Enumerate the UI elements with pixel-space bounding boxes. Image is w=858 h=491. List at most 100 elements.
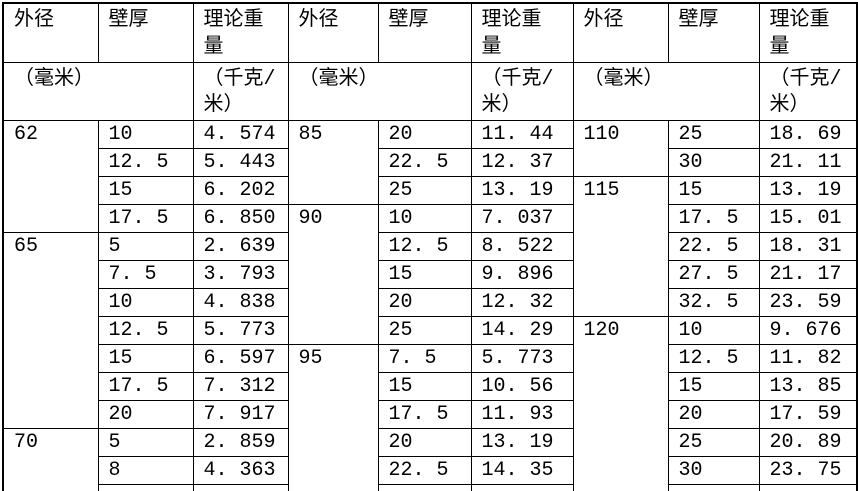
thickness-cell xyxy=(667,484,760,491)
thickness-cell: 25 xyxy=(667,120,760,149)
thickness-cell: 17. 5 xyxy=(97,204,194,233)
header-thickness-2: 壁厚 xyxy=(377,2,472,63)
weight-cell: 23. 59 xyxy=(758,288,858,317)
weight-cell xyxy=(192,484,289,491)
weight-cell: 12. 37 xyxy=(470,148,574,177)
weight-cell: 3. 793 xyxy=(192,260,289,289)
thickness-cell: 20 xyxy=(377,120,472,149)
thickness-cell: 20 xyxy=(667,400,760,429)
table-row: 70 5 2. 859 20 13. 19 25 20. 89 xyxy=(2,428,858,491)
table-row: 8 4. 363 22. 5 14. 35 30 23. 75 xyxy=(3,456,858,485)
thickness-cell: 27. 5 xyxy=(667,260,760,289)
weight-cell: 13. 19 xyxy=(470,428,574,457)
header-weight-3: 理论重 量 xyxy=(758,2,858,63)
weight-cell: 18. 69 xyxy=(758,120,858,149)
weight-cell: 11. 82 xyxy=(758,344,858,373)
unit-mm-2: （毫米） xyxy=(287,62,472,121)
unit-mm-1: （毫米） xyxy=(2,62,194,121)
od-cell: 70 xyxy=(2,428,99,491)
table-row: 10 4. 838 20 12. 32 32. 5 23. 59 xyxy=(3,288,858,317)
weight-cell xyxy=(470,484,574,491)
weight-cell: 7. 037 xyxy=(470,204,574,233)
table-row: 65 5 2. 639 12. 5 8. 522 22. 5 18. 31 xyxy=(2,232,858,429)
weight-cell: 13. 19 xyxy=(470,176,574,205)
thickness-cell: 10 xyxy=(97,288,194,317)
table-row: 17. 5 6. 850 90 10 7. 037 17. 5 15. 01 xyxy=(3,204,858,345)
thickness-cell xyxy=(97,484,194,491)
header-weight-2: 理论重 量 xyxy=(470,2,574,63)
weight-cell: 7. 917 xyxy=(192,400,289,429)
weight-cell: 2. 639 xyxy=(192,232,289,261)
weight-cell: 8. 522 xyxy=(470,232,574,261)
header-row-labels: 外径 壁厚 理论重 量 外径 壁厚 理论重 量 外径 壁厚 理论重 量 xyxy=(2,2,858,63)
weight-cell: 18. 31 xyxy=(758,232,858,261)
weight-cell: 23. 75 xyxy=(758,456,858,485)
weight-cell: 17. 59 xyxy=(758,400,858,429)
thickness-cell: 30 xyxy=(667,456,760,485)
thickness-cell: 20 xyxy=(97,400,194,429)
header-thickness-3: 壁厚 xyxy=(667,2,760,63)
thickness-cell: 22. 5 xyxy=(377,148,472,177)
thickness-cell: 12. 5 xyxy=(667,344,760,373)
thickness-cell: 12. 5 xyxy=(377,232,472,261)
thickness-cell: 20 xyxy=(377,428,472,457)
header-thickness-1: 壁厚 xyxy=(97,2,194,63)
table-row: 15 6. 202 25 13. 19 115 15 13. 19 xyxy=(3,176,858,317)
weight-cell: 6. 850 xyxy=(192,204,289,233)
thickness-cell: 8 xyxy=(97,456,194,485)
thickness-cell: 32. 5 xyxy=(667,288,760,317)
thickness-cell: 12. 5 xyxy=(97,316,194,345)
od-cell: 90 xyxy=(287,204,379,345)
weight-cell: 21. 17 xyxy=(758,260,858,289)
weight-cell: 13. 19 xyxy=(758,176,858,205)
thickness-cell: 22. 5 xyxy=(667,232,760,261)
thickness-cell: 17. 5 xyxy=(667,204,760,233)
header-od-2: 外径 xyxy=(287,2,379,63)
thickness-cell: 17. 5 xyxy=(377,400,472,429)
table-row: 12. 5 5. 773 25 14. 29 120 10 9. 676 xyxy=(3,316,858,491)
od-cell: 110 xyxy=(572,120,669,177)
weight-cell: 9. 676 xyxy=(758,316,858,345)
table-body: 62 10 4. 574 85 20 11. 44 110 25 18. 69 12. 5 5. 4… xyxy=(2,120,858,491)
table-row: 15 6. 597 95 7. 5 5. 773 12. 5 11. 82 xyxy=(3,344,858,491)
thickness-cell: 5 xyxy=(97,232,194,261)
weight-cell: 5. 773 xyxy=(470,344,574,373)
weight-cell: 5. 773 xyxy=(192,316,289,345)
thickness-cell: 10 xyxy=(97,120,194,149)
weight-cell: 6. 202 xyxy=(192,176,289,205)
thickness-cell: 10 xyxy=(667,316,760,345)
header-weight-1: 理论重 量 xyxy=(192,2,289,63)
unit-kgm-2: （千克/ 米） xyxy=(470,62,574,121)
thickness-cell: 15 xyxy=(667,176,760,205)
thickness-cell: 12. 5 xyxy=(97,148,194,177)
thickness-cell: 25 xyxy=(377,316,472,345)
weight-cell: 15. 01 xyxy=(758,204,858,233)
table-row: 17. 5 7. 312 15 10. 56 15 13. 85 xyxy=(3,372,858,401)
thickness-cell: 7. 5 xyxy=(377,344,472,373)
od-cell: 65 xyxy=(2,232,99,429)
thickness-cell: 25 xyxy=(377,176,472,205)
unit-mm-3: （毫米） xyxy=(572,62,760,121)
thickness-cell: 15 xyxy=(377,260,472,289)
unit-kgm-1: （千克/ 米） xyxy=(192,62,289,121)
thickness-cell: 7. 5 xyxy=(97,260,194,289)
thickness-cell: 30 xyxy=(667,148,760,177)
thickness-cell: 15 xyxy=(377,372,472,401)
thickness-cell: 20 xyxy=(377,288,472,317)
weight-cell: 10. 56 xyxy=(470,372,574,401)
weight-cell: 14. 29 xyxy=(470,316,574,345)
thickness-cell: 22. 5 xyxy=(377,456,472,485)
weight-cell: 4. 574 xyxy=(192,120,289,149)
od-cell: 62 xyxy=(2,120,99,233)
weight-cell xyxy=(758,484,858,491)
thickness-cell: 10 xyxy=(377,204,472,233)
thickness-cell: 17. 5 xyxy=(97,372,194,401)
table-row: 7. 5 3. 793 15 9. 896 27. 5 21. 17 xyxy=(3,260,858,289)
weight-cell: 11. 93 xyxy=(470,400,574,429)
weight-cell: 4. 363 xyxy=(192,456,289,485)
header-od-3: 外径 xyxy=(572,2,669,63)
weight-cell: 12. 32 xyxy=(470,288,574,317)
weight-cell: 4. 838 xyxy=(192,288,289,317)
